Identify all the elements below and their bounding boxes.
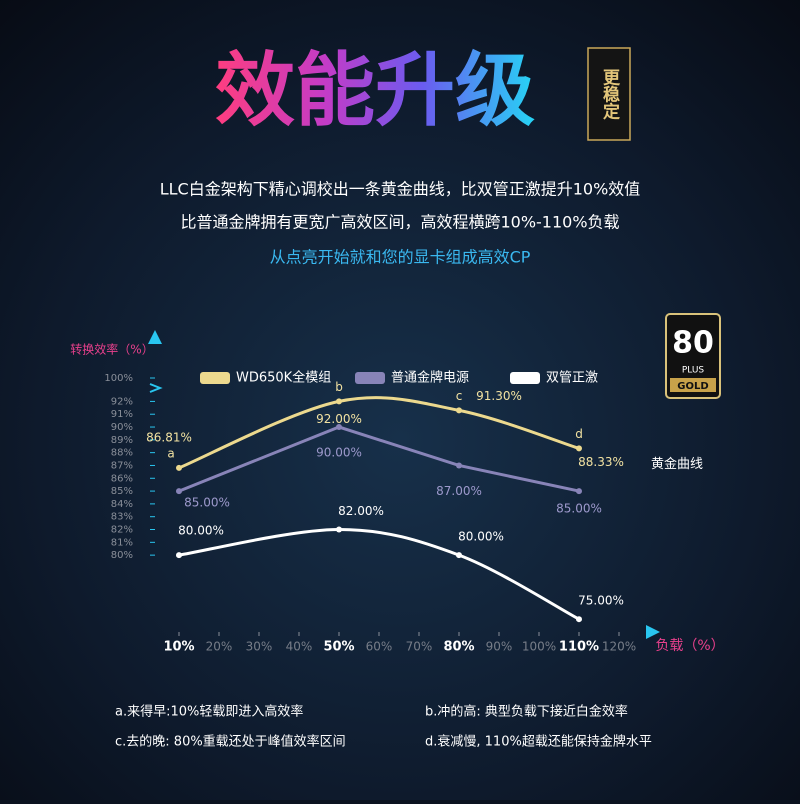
note: a.来得早:10%轻载即进入高效率 bbox=[115, 704, 303, 720]
y-tick-label: 84% bbox=[111, 499, 133, 510]
legend-label: 双管正激 bbox=[546, 371, 598, 386]
value-label: 80.00% bbox=[458, 530, 504, 544]
point bbox=[576, 445, 582, 452]
subtitle: LLC白金架构下精心调校出一条黄金曲线，比双管正激提升10%效值 bbox=[160, 180, 641, 199]
x-axis-label: 负载（%） bbox=[655, 638, 724, 654]
point bbox=[456, 462, 462, 469]
note: d.衰减慢, 110%超载还能保持金牌水平 bbox=[425, 734, 652, 750]
annotation: 黄金曲线 bbox=[651, 456, 703, 472]
series-line bbox=[178, 425, 580, 493]
y-tick-label: 81% bbox=[111, 537, 133, 548]
y-tick-label: 90% bbox=[111, 422, 133, 433]
point-label: a bbox=[167, 446, 174, 460]
value-label: 82.00% bbox=[338, 504, 384, 518]
point bbox=[176, 488, 182, 495]
point bbox=[176, 552, 182, 559]
cert-badge bbox=[665, 313, 721, 399]
series-line bbox=[178, 396, 580, 470]
legend-swatch bbox=[355, 372, 385, 384]
value-label: 87.00% bbox=[436, 484, 482, 498]
y-tick-label: 89% bbox=[111, 435, 133, 446]
point bbox=[176, 464, 182, 471]
point bbox=[576, 616, 582, 623]
point bbox=[336, 424, 342, 431]
y-tick-label: 92% bbox=[111, 396, 133, 407]
value-label: 91.30% bbox=[476, 389, 522, 403]
x-tick-label: 30% bbox=[246, 640, 273, 654]
note: c.去的晚: 80%重载还处于峰值效率区间 bbox=[115, 734, 346, 750]
x-tick-label: 40% bbox=[286, 640, 313, 654]
y-tick-label: 88% bbox=[111, 448, 133, 459]
value-label: 90.00% bbox=[316, 446, 362, 460]
x-tick-label: 10% bbox=[163, 640, 194, 655]
point bbox=[456, 552, 462, 559]
x-tick-label: 20% bbox=[206, 640, 233, 654]
note: b.冲的高: 典型负载下接近白金效率 bbox=[425, 704, 628, 720]
value-label: 86.81% bbox=[146, 430, 192, 444]
point bbox=[336, 398, 342, 405]
y-tick-label: 86% bbox=[111, 473, 133, 484]
cert-band bbox=[670, 378, 716, 392]
y-arrow bbox=[148, 330, 162, 344]
axis-break bbox=[149, 383, 163, 393]
value-label: 85.00% bbox=[184, 496, 230, 510]
value-label: 88.33% bbox=[578, 455, 624, 469]
x-tick-label: 70% bbox=[406, 640, 433, 654]
y-tick-label: 83% bbox=[111, 512, 133, 523]
cert-grade: GOLD bbox=[677, 381, 708, 392]
x-tick-label: 80% bbox=[443, 640, 474, 655]
y-tick-label: 80% bbox=[111, 550, 133, 561]
x-tick-label: 120% bbox=[602, 640, 636, 654]
legend-swatch bbox=[200, 372, 230, 384]
point bbox=[576, 488, 582, 495]
y-tick-label: 87% bbox=[111, 460, 133, 471]
x-tick-label: 60% bbox=[366, 640, 393, 654]
legend-label: WD650K全模组 bbox=[236, 370, 331, 386]
point-label: d bbox=[575, 427, 583, 441]
value-label: 75.00% bbox=[578, 594, 624, 608]
cert-number: 80 bbox=[672, 326, 714, 361]
point bbox=[336, 526, 342, 533]
legend-label: 普通金牌电源 bbox=[391, 370, 469, 386]
x-arrow bbox=[646, 625, 660, 639]
series-line bbox=[178, 528, 580, 621]
value-label: 85.00% bbox=[556, 502, 602, 516]
point-label: c bbox=[456, 389, 463, 403]
x-tick-label: 50% bbox=[323, 640, 354, 655]
point-label: b bbox=[335, 380, 343, 394]
y-tick-label: 91% bbox=[111, 409, 133, 420]
badge-frame bbox=[587, 47, 631, 141]
value-label: 80.00% bbox=[178, 524, 224, 538]
cert-plus: PLUS bbox=[682, 366, 705, 376]
title: 效能升级 bbox=[215, 44, 535, 137]
y-tick-label: 85% bbox=[111, 486, 133, 497]
legend-swatch bbox=[510, 372, 540, 384]
x-tick-label: 90% bbox=[486, 640, 513, 654]
x-tick-label: 100% bbox=[522, 640, 556, 654]
y-tick-label: 82% bbox=[111, 525, 133, 536]
badge: 更稳定 bbox=[599, 68, 620, 120]
y-tick-label: 100% bbox=[104, 373, 133, 384]
x-tick-label: 110% bbox=[559, 640, 599, 655]
subtitle: 比普通金牌拥有更宽广高效区间，高效程横跨10%-110%负载 bbox=[180, 213, 619, 232]
subtitle: 从点亮开始就和您的显卡组成高效CP bbox=[270, 248, 531, 267]
value-label: 92.00% bbox=[316, 412, 362, 426]
y-axis-label: 转换效率（%） bbox=[70, 342, 153, 357]
point bbox=[456, 407, 462, 414]
